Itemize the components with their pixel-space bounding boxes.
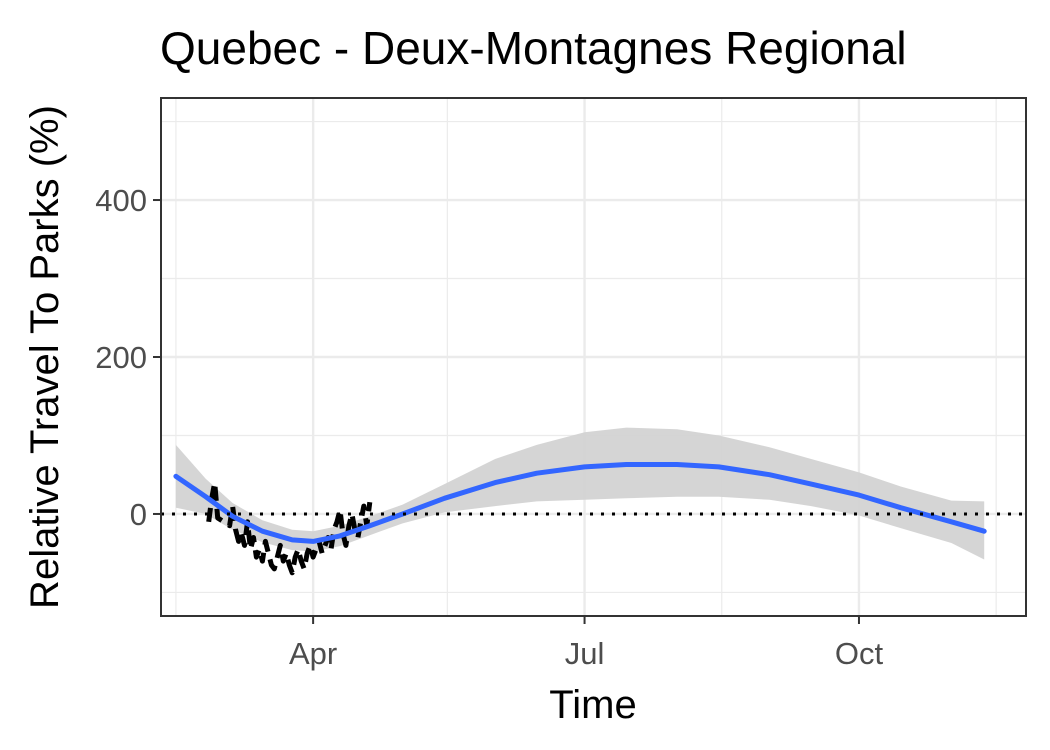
y-tick-label-2: 400 — [95, 183, 147, 218]
x-axis-title: Time — [549, 683, 636, 727]
y-axis-title: Relative Travel To Parks (%) — [23, 105, 67, 609]
x-tick-label-2: Oct — [835, 636, 884, 671]
observed-travel-line — [206, 480, 373, 576]
confidence-band — [175, 427, 985, 560]
series-layer — [173, 462, 987, 576]
y-tick-label-1: 200 — [95, 340, 147, 375]
x-axis: Apr Jul Oct — [289, 616, 883, 671]
confidence-band-layer — [175, 427, 985, 560]
x-tick-label-1: Jul — [565, 636, 605, 671]
chart-title: Quebec - Deux-Montagnes Regional — [160, 22, 907, 74]
trend-line — [173, 462, 987, 544]
y-axis: 0 200 400 — [95, 183, 161, 532]
x-tick-label-0: Apr — [289, 636, 337, 671]
plot-panel — [160, 97, 1027, 617]
y-tick-label-0: 0 — [130, 497, 147, 532]
